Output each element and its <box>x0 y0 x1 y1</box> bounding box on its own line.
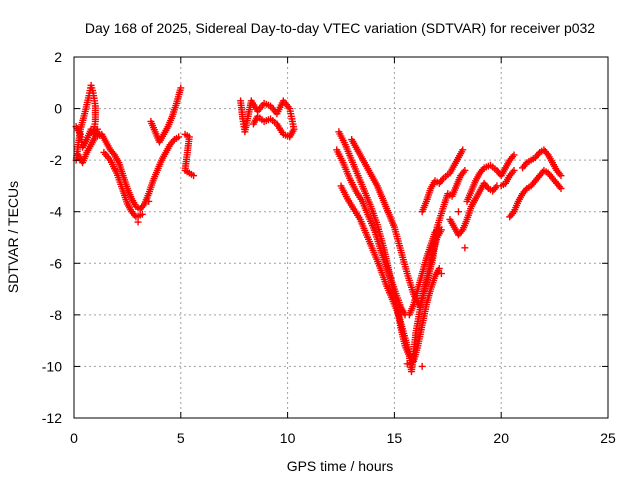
y-tick-label: 2 <box>54 49 62 65</box>
x-tick-label: 20 <box>493 430 509 446</box>
ticks-layer: 0 5 10 15 20 25 -12 -10 -8 -6 -4 -2 0 2 <box>42 49 616 446</box>
chart-title: Day 168 of 2025, Sidereal Day-to-day VTE… <box>85 20 595 36</box>
data-point <box>418 362 426 370</box>
data-point <box>437 270 445 278</box>
grid-layer <box>74 57 608 418</box>
data-point <box>175 133 183 141</box>
y-tick-label: 0 <box>54 101 62 117</box>
y-tick-label: -10 <box>42 358 62 374</box>
x-tick-label: 25 <box>600 430 616 446</box>
data-point <box>454 208 462 216</box>
data-point <box>138 210 146 218</box>
data-point <box>459 146 467 154</box>
y-tick-label: -2 <box>50 152 63 168</box>
data-point <box>145 197 153 205</box>
y-tick-label: -4 <box>50 204 63 220</box>
x-tick-label: 0 <box>70 430 78 446</box>
data-point <box>177 84 185 92</box>
y-tick-label: -12 <box>42 410 62 426</box>
y-axis-label: SDTVAR / TECUs <box>5 181 21 293</box>
x-tick-label: 15 <box>387 430 403 446</box>
data-point <box>510 151 518 159</box>
data-point <box>435 264 443 272</box>
data-point <box>510 166 518 174</box>
data-point <box>190 172 198 180</box>
data-point <box>134 218 142 226</box>
x-axis-label: GPS time / hours <box>287 458 394 474</box>
y-tick-label: -6 <box>50 255 63 271</box>
data-points-layer <box>72 81 565 376</box>
data-point <box>249 120 257 128</box>
plot-frame <box>73 56 609 419</box>
data-point <box>557 172 565 180</box>
data-point <box>429 252 437 260</box>
x-tick-label: 5 <box>177 430 185 446</box>
data-point <box>403 360 411 368</box>
x-tick-label: 10 <box>280 430 296 446</box>
y-tick-label: -8 <box>50 307 63 323</box>
data-point <box>557 185 565 193</box>
data-point <box>461 166 469 174</box>
data-point <box>461 244 469 252</box>
